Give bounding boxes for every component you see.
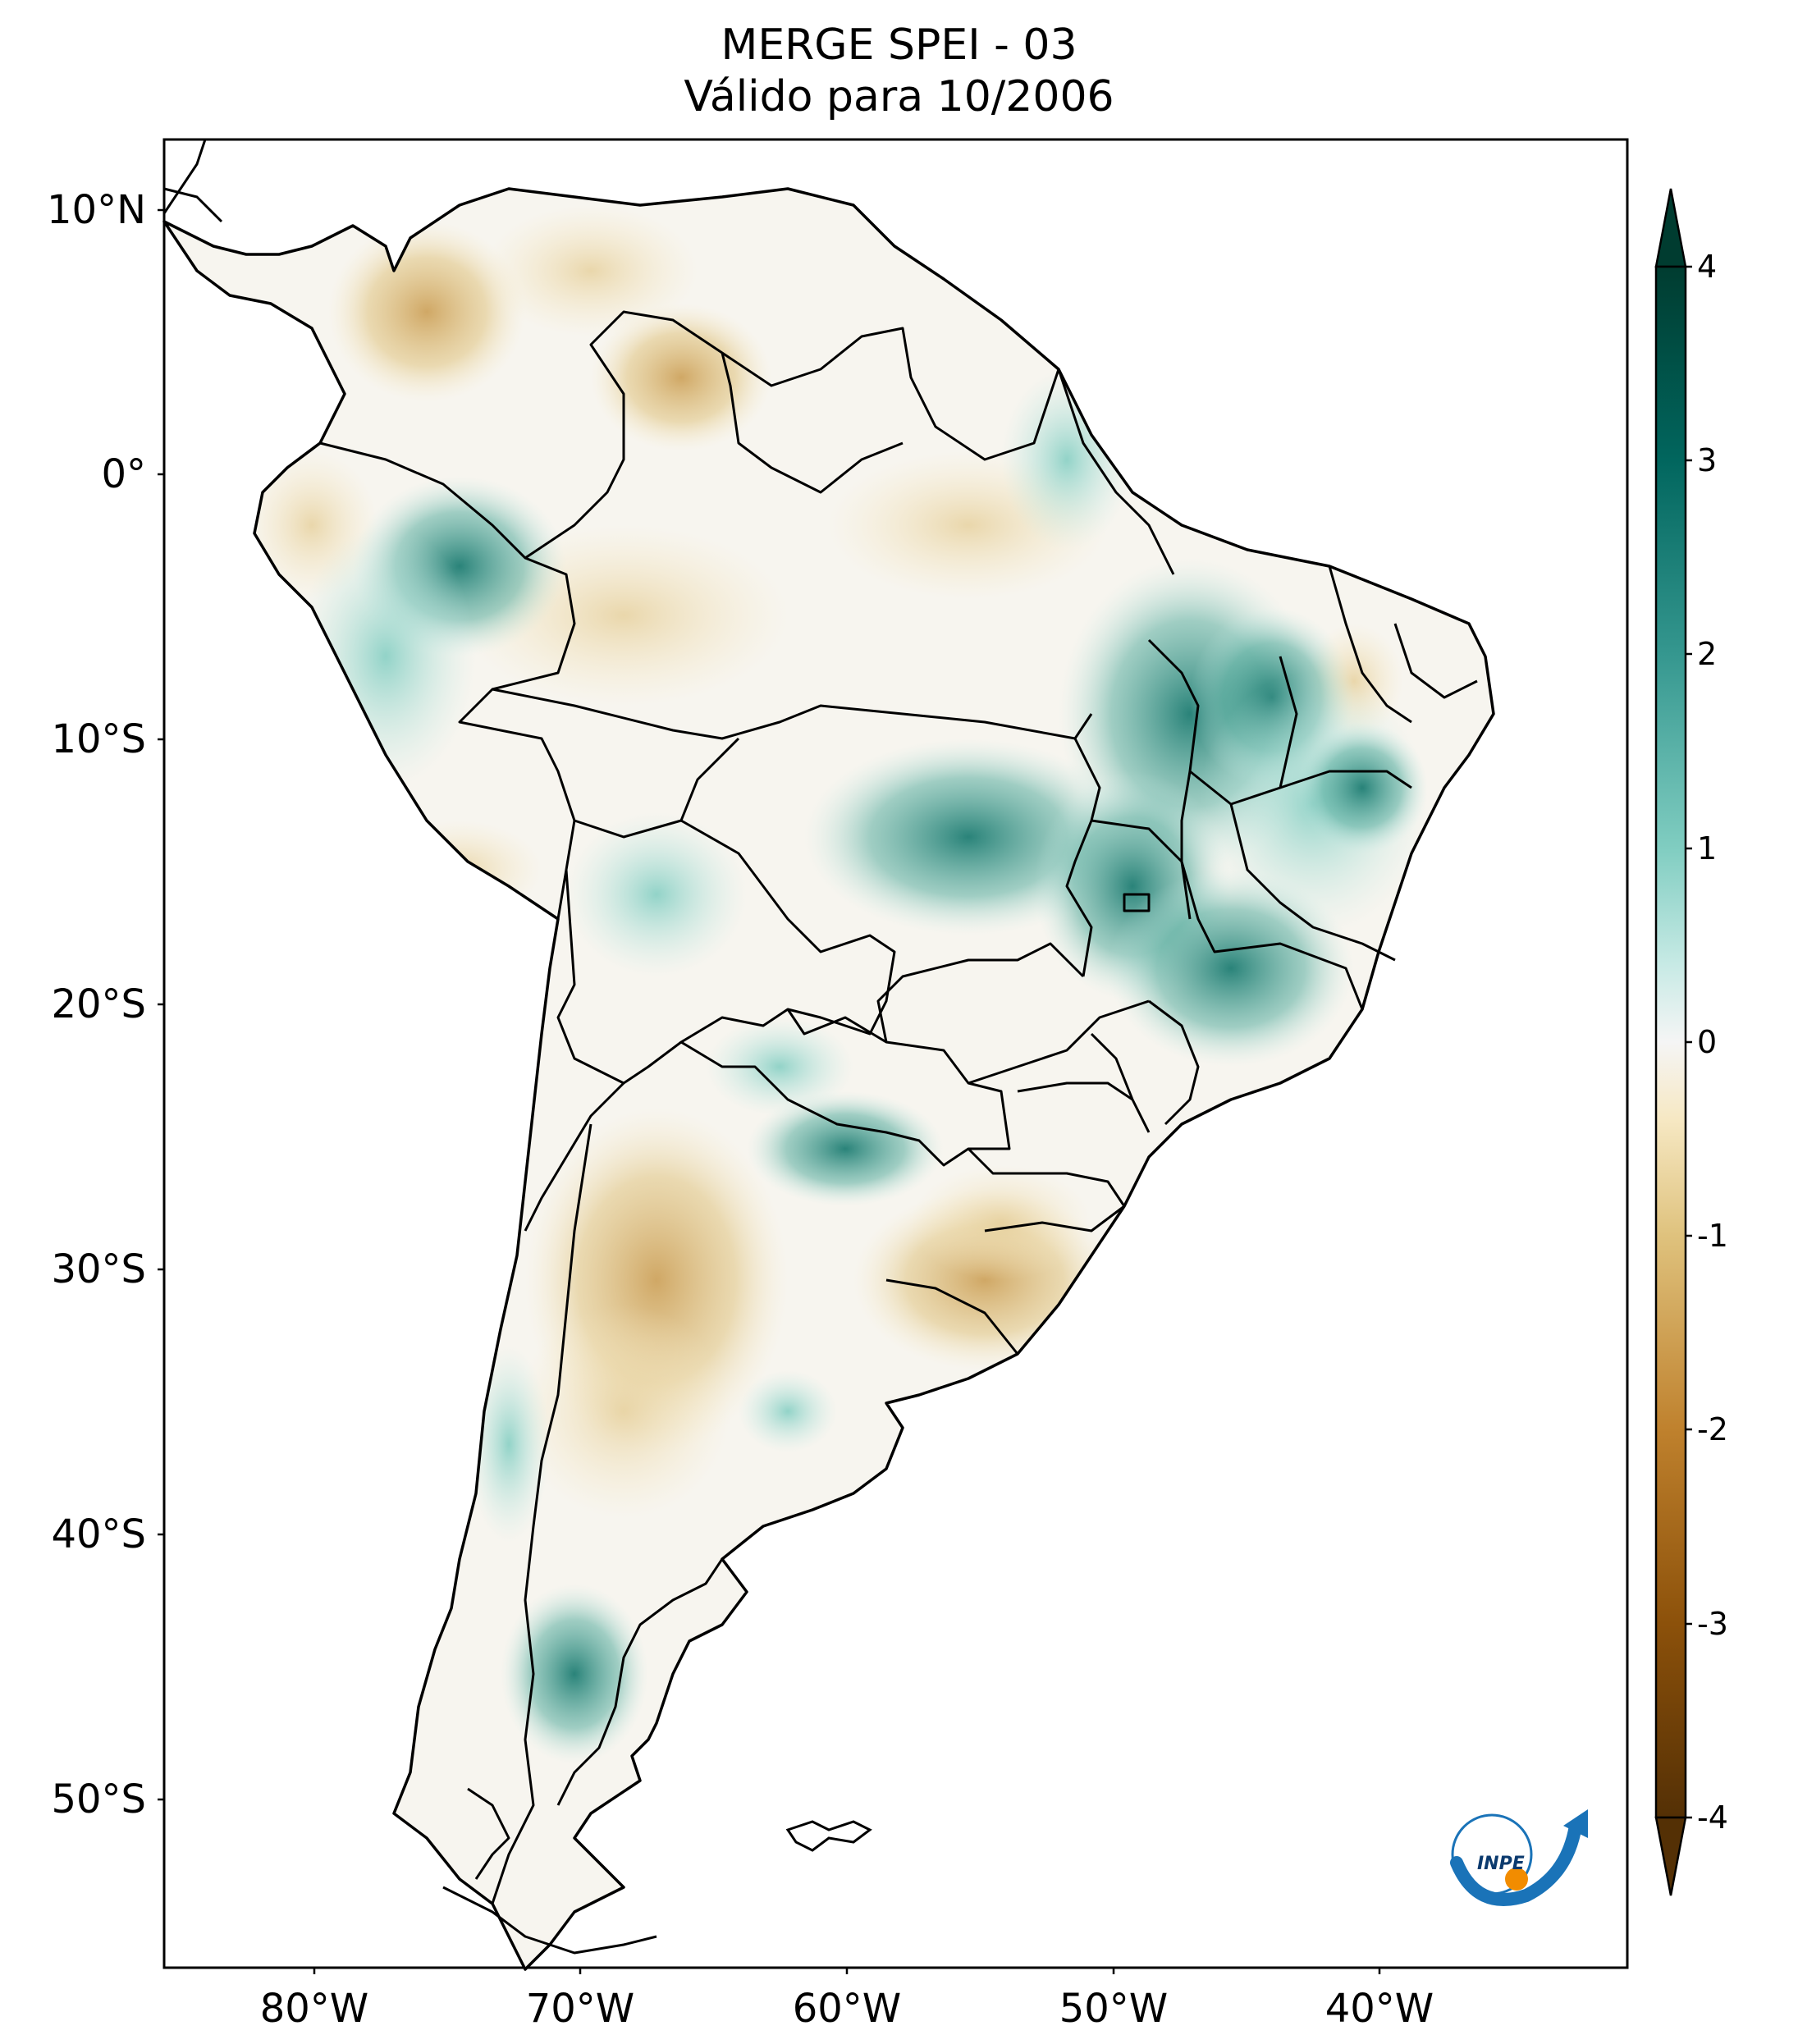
map-title: MERGE SPEI - 03 [721, 21, 1077, 70]
coastline [162, 187, 1495, 1971]
colorbar-label-2: 2 [1697, 636, 1718, 672]
colorbar-label-minus-4: -4 [1697, 1799, 1728, 1836]
colorbar-label-1: 1 [1697, 830, 1718, 867]
lon-label-40w: 40°W [1324, 1986, 1434, 2032]
inpe-logo-text: INPE [1477, 1854, 1525, 1874]
falkland-islands [785, 1820, 872, 1852]
lat-label-10s: 10°S [51, 716, 146, 762]
colorbar-label-4: 4 [1697, 249, 1718, 285]
lon-label-70w: 70°W [525, 1986, 635, 2032]
lat-label-40s: 40°S [51, 1511, 146, 1557]
colorbar-label-0: 0 [1697, 1024, 1718, 1060]
lon-label-50w: 50°W [1059, 1986, 1169, 2032]
colorbar [1654, 188, 1692, 1896]
colorbar-label-minus-2: -2 [1697, 1411, 1728, 1447]
lat-label-0: 0° [101, 451, 146, 497]
lon-label-80w: 80°W [259, 1986, 369, 2032]
colorbar-label-minus-1: -1 [1697, 1218, 1728, 1254]
colorbar-gradient [1654, 265, 1687, 1819]
inpe-logo: INPE [1450, 1809, 1588, 1906]
map-subtitle: Válido para 10/2006 [684, 72, 1114, 121]
lon-label-60w: 60°W [792, 1986, 902, 2032]
lat-label-50s: 50°S [51, 1776, 146, 1822]
lat-label-30s: 30°S [51, 1246, 146, 1292]
political-borders [162, 139, 1478, 1955]
lat-label-10n: 10°N [47, 187, 146, 233]
colorbar-label-minus-3: -3 [1697, 1606, 1728, 1642]
colorbar-extend-max [1654, 188, 1687, 268]
colorbar-extend-min [1654, 1816, 1687, 1896]
spei-field [246, 205, 1428, 1764]
colorbar-label-3: 3 [1697, 442, 1718, 478]
axis-tick-marks [158, 208, 1381, 1974]
lat-label-20s: 20°S [51, 981, 146, 1027]
